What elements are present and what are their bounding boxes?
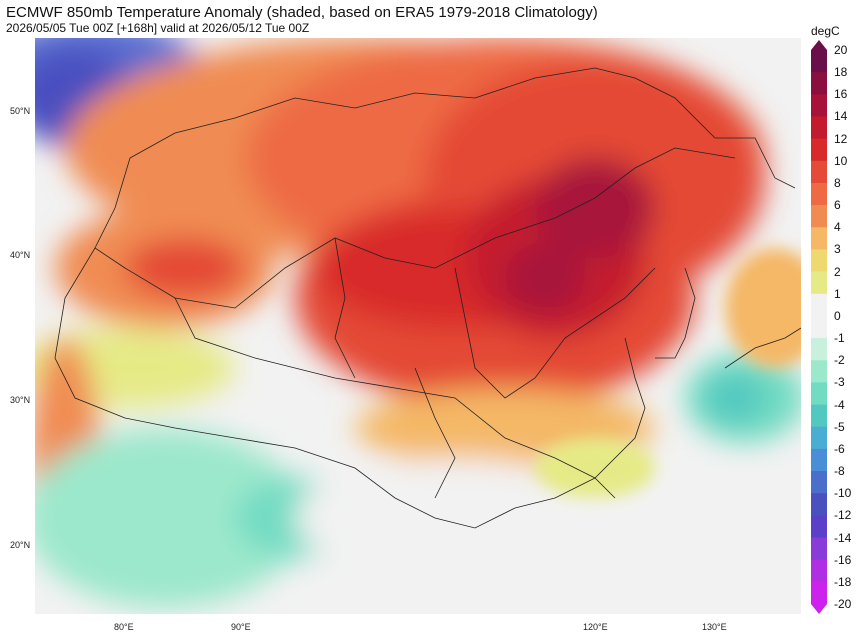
- colorbar-bottom-arrow: [811, 604, 827, 614]
- colorbar-tick-label: -20: [834, 597, 852, 611]
- colorbar-segment: [811, 404, 827, 428]
- colorbar-segment: [811, 160, 827, 184]
- colorbar-segment: [811, 448, 827, 472]
- lat-label-30n: 30°N: [10, 395, 31, 405]
- colorbar-tick-label: -1: [834, 331, 845, 346]
- chart-title: ECMWF 850mb Temperature Anomaly (shaded,…: [6, 4, 598, 21]
- colorbar-segment: [811, 182, 827, 206]
- colorbar-tick-label: -18: [834, 574, 852, 589]
- colorbar-tick-label: 3: [834, 242, 841, 257]
- colorbar-segment: [811, 537, 827, 561]
- colorbar-tick-label: 20: [834, 43, 848, 57]
- colorbar-segment: [811, 581, 827, 605]
- colorbar-tick-label: 8: [834, 175, 841, 190]
- colorbar-segment: [811, 360, 827, 383]
- colorbar-segment: [811, 116, 827, 140]
- colorbar-segment: [811, 559, 827, 583]
- colorbar-top-arrow: [811, 40, 827, 50]
- colorbar-tick-label: 0: [834, 308, 841, 323]
- colorbar-segment: [811, 72, 827, 95]
- colorbar-tick-label: -5: [834, 419, 845, 434]
- colorbar-tick-label: -10: [834, 486, 852, 501]
- colorbar-tick-label: -4: [834, 397, 845, 412]
- lon-label-130e: 130°E: [702, 622, 727, 632]
- colorbar-tick-label: 18: [834, 65, 848, 80]
- colorbar-segment: [811, 138, 827, 162]
- colorbar-segment: [811, 271, 827, 295]
- colorbar-segment: [811, 426, 827, 450]
- colorbar-segment: [811, 382, 827, 406]
- colorbar-tick-label: 6: [834, 198, 841, 213]
- colorbar-tick-label: -12: [834, 508, 852, 523]
- colorbar-tick-label: 2: [834, 264, 841, 279]
- colorbar-segment: [811, 293, 827, 317]
- colorbar-segment: [811, 50, 827, 73]
- colorbar-segment: [811, 227, 827, 250]
- title-block: ECMWF 850mb Temperature Anomaly (shaded,…: [6, 4, 598, 35]
- colorbar-tick-label: 12: [834, 131, 848, 146]
- colorbar-tick-label: -8: [834, 464, 845, 479]
- colorbar-tick-label: -16: [834, 552, 852, 567]
- colorbar-tick-label: -3: [834, 375, 845, 390]
- colorbar-tick-label: 4: [834, 220, 841, 235]
- colorbar-segment: [811, 249, 827, 273]
- lon-label-90e: 90°E: [231, 622, 251, 632]
- colorbar-unit: degC: [811, 24, 840, 38]
- colorbar-tick-label: -6: [834, 441, 845, 456]
- colorbar-tick-label: -2: [834, 353, 845, 368]
- colorbar-segment: [811, 338, 827, 361]
- colorbar-tick-label: 1: [834, 286, 841, 301]
- colorbar-tick-label: 10: [834, 153, 848, 168]
- colorbar-segment: [811, 471, 827, 494]
- colorbar-segment: [811, 315, 827, 339]
- colorbar-tick-label: -14: [834, 530, 852, 545]
- colorbar-tick-label: 14: [834, 109, 848, 124]
- colorbar-segment: [811, 493, 827, 516]
- colorbar-segment: [811, 205, 827, 228]
- chart-subtitle: 2026/05/05 Tue 00Z [+168h] valid at 2026…: [6, 21, 310, 35]
- lat-label-20n: 20°N: [10, 540, 31, 550]
- boundary-lines: [54, 67, 801, 529]
- colorbar-segment: [811, 94, 827, 117]
- colorbar: [811, 40, 827, 614]
- lon-label-120e: 120°E: [583, 622, 608, 632]
- lat-label-50n: 50°N: [10, 106, 31, 116]
- map-panel: [35, 38, 801, 614]
- colorbar-segment: [811, 515, 827, 539]
- lon-label-80e: 80°E: [114, 622, 134, 632]
- colorbar-tick-label: 16: [834, 87, 848, 102]
- anomaly-map: [35, 38, 801, 614]
- lat-label-40n: 40°N: [10, 250, 31, 260]
